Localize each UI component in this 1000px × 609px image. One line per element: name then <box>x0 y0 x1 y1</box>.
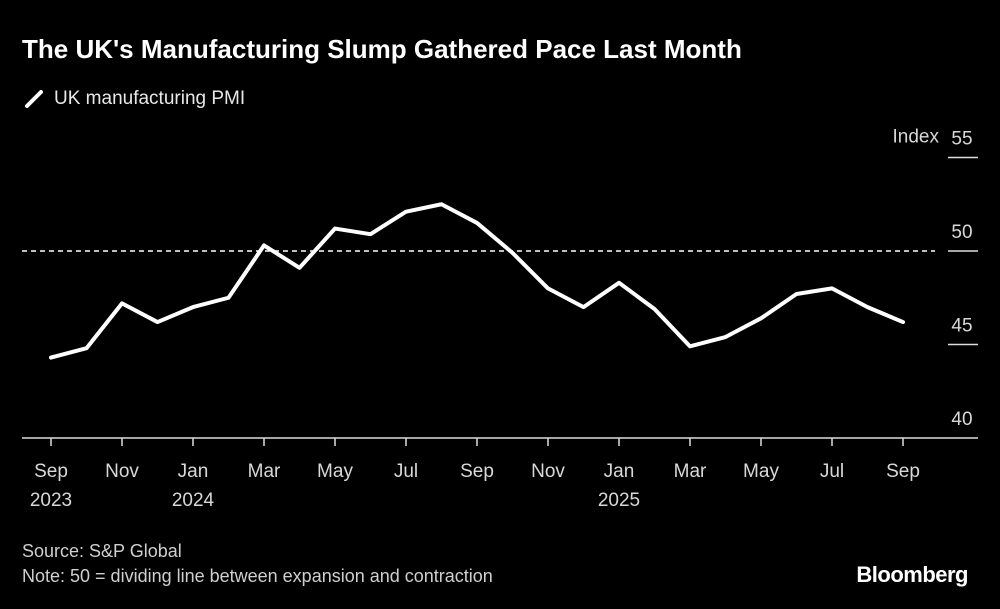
legend: UK manufacturing PMI <box>24 88 245 110</box>
x-tick-year-label: 2024 <box>172 490 215 511</box>
x-tick-label: Mar <box>674 461 707 482</box>
x-tick-year-label: 2025 <box>598 490 640 511</box>
x-tick-label: Mar <box>248 461 281 482</box>
x-tick-label: Nov <box>105 461 139 482</box>
x-tick-label: Sep <box>886 461 920 482</box>
x-tick-label: Sep <box>460 461 494 482</box>
y-tick-label: 45 <box>951 316 972 337</box>
x-tick-label: May <box>743 461 779 482</box>
x-tick-label: Jan <box>178 461 209 482</box>
chart-title: The UK's Manufacturing Slump Gathered Pa… <box>22 34 742 64</box>
x-tick-year-label: 2023 <box>30 490 72 511</box>
y-tick-label: 50 <box>951 222 972 243</box>
x-tick-label: Sep <box>34 461 68 482</box>
y-tick-label: 40 <box>951 409 972 430</box>
x-tick-label: Nov <box>531 461 565 482</box>
bloomberg-logo: Bloomberg <box>856 562 968 587</box>
y-tick-label: 55 <box>951 129 972 150</box>
legend-label: UK manufacturing PMI <box>54 88 246 109</box>
y-axis-label: Index <box>893 127 940 148</box>
series-line-uk-manufacturing-pmi <box>49 202 905 360</box>
footnote: Note: 50 = dividing line between expansi… <box>22 566 493 586</box>
x-tick-label: May <box>317 461 353 482</box>
legend-line-icon <box>25 90 43 108</box>
x-tick-label: Jul <box>394 461 418 482</box>
x-tick-label: Jul <box>820 461 844 482</box>
x-tick-label: Jan <box>604 461 635 482</box>
source-note: Source: S&P Global <box>22 541 182 561</box>
